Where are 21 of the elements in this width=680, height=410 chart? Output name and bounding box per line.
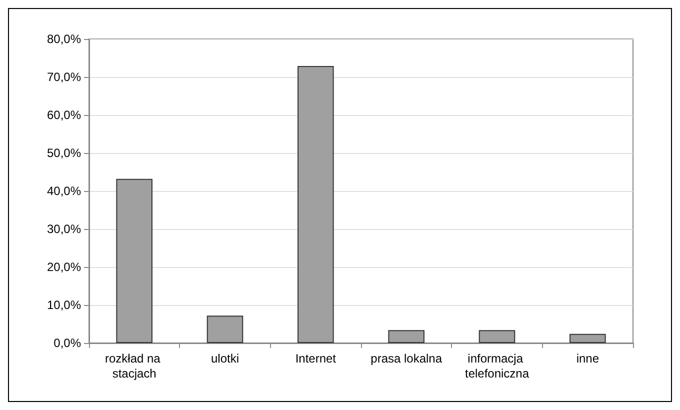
y-tick-label: 40,0% [46,184,82,198]
bar [570,334,606,343]
y-tick-label: 80,0% [46,32,82,46]
x-tick-label: prasa lokalna [370,352,442,366]
y-tick-label: 20,0% [46,260,82,274]
y-tick-label: 30,0% [46,222,82,236]
x-tick-label: rozkład na stacjach [104,352,164,380]
x-tick-label: inne [576,352,600,366]
bar [478,330,516,343]
y-tick-label: 50,0% [46,146,82,160]
y-tick-label: 70,0% [46,70,82,84]
x-tick-label: Internet [295,352,337,366]
bar [206,316,244,343]
bar [116,178,152,343]
y-tick-label: 60,0% [46,108,82,122]
bar [298,66,334,343]
x-tick-label: informacja telefoniczna [464,352,530,380]
y-tick-label: 10,0% [46,298,82,312]
y-tick-label: 0,0% [54,336,82,350]
bar [388,330,424,343]
x-tick-label: ulotki [210,352,240,366]
